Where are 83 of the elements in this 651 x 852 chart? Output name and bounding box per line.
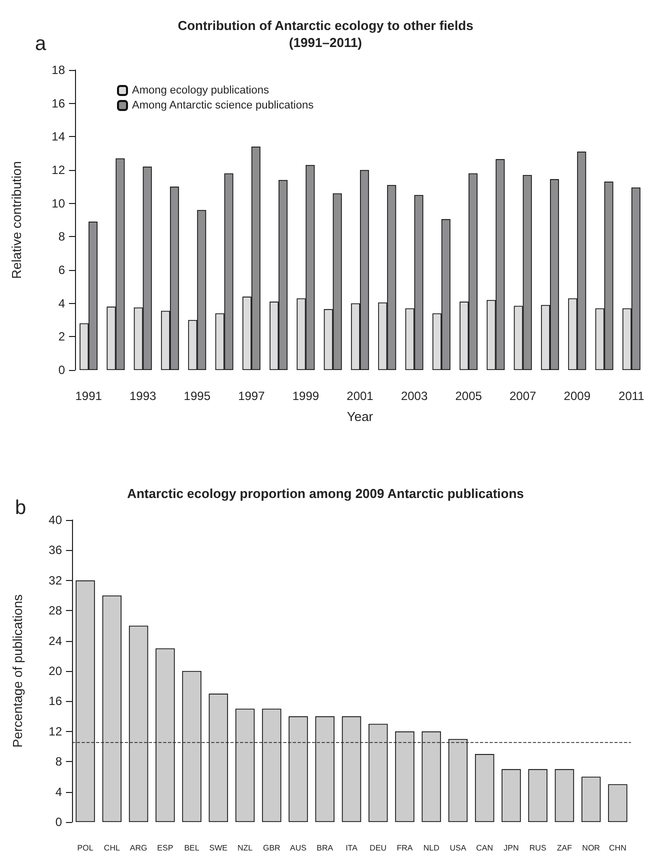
x-tick-label: NLD	[423, 844, 440, 852]
x-tick-label: ITA	[346, 844, 358, 852]
x-tick-label: 2001	[346, 389, 374, 403]
y-tick-label: 14	[52, 130, 66, 144]
bar	[288, 716, 308, 822]
bar	[528, 769, 548, 822]
chart-title: Antarctic ecology proportion among 2009 Antarctic publications	[127, 486, 524, 501]
bar	[102, 596, 122, 822]
x-tick-label: 2005	[455, 389, 482, 403]
legend-label: Among Antarctic science publications	[132, 100, 314, 112]
y-tick-label: 6	[58, 263, 66, 277]
x-tick-label: 1993	[130, 389, 157, 403]
x-tick-label: SWE	[209, 844, 228, 852]
bar	[156, 648, 175, 822]
y-axis-title: Relative contribution	[9, 161, 24, 279]
y-tick-label: 4	[55, 784, 62, 799]
x-tick-label: 1995	[184, 389, 211, 403]
bar	[608, 784, 628, 822]
bar	[208, 694, 228, 822]
y-tick-label: 0	[58, 363, 66, 377]
bar	[235, 708, 255, 822]
y-tick-label: 2	[58, 330, 66, 344]
y-tick-label: 18	[52, 63, 66, 77]
y-tick-label: 28	[48, 604, 62, 618]
y-tick-label: 4	[58, 296, 66, 310]
x-tick-label: 1999	[292, 389, 320, 403]
y-tick-label: 12	[48, 724, 62, 738]
bar	[315, 716, 334, 822]
x-tick-label: AUS	[290, 844, 306, 852]
bar	[182, 671, 202, 822]
y-tick-label: 40	[48, 513, 62, 527]
bar	[448, 738, 468, 822]
bar	[475, 754, 494, 822]
y-tick-label: 20	[48, 664, 62, 678]
y-axis-title: Percentage of publications	[10, 594, 25, 748]
bar	[581, 776, 601, 822]
x-tick-label: JPN	[504, 844, 519, 852]
x-tick-label: RUS	[529, 844, 546, 852]
bar	[128, 626, 148, 822]
bar	[422, 731, 441, 822]
bar	[262, 708, 282, 822]
bar	[368, 724, 388, 822]
text: a	[35, 33, 47, 55]
x-tick-label: FRA	[396, 844, 414, 852]
bar	[554, 769, 574, 822]
x-tick-label: ZAF	[556, 844, 572, 852]
x-tick-label: DEU	[370, 844, 387, 852]
bar	[342, 716, 362, 822]
x-tick-label: NZL	[237, 844, 254, 852]
y-tick-label: 36	[48, 543, 62, 558]
x-tick-label: 2009	[564, 389, 591, 403]
x-tick-label: BRA	[316, 844, 334, 852]
y-tick-label: 16	[52, 96, 66, 110]
x-tick-label: CHN	[609, 844, 627, 852]
x-tick-label: USA	[450, 844, 467, 852]
text: b	[15, 497, 26, 519]
legend-label: Among ecology publications	[132, 84, 270, 96]
x-tick-label: 2003	[400, 389, 428, 403]
y-tick-label: 8	[55, 754, 62, 769]
x-tick-label: ARG	[130, 844, 148, 852]
chart-title: Contribution of Antarctic ecology to other fields (1991–2011)	[178, 18, 474, 50]
y-tick-label: 0	[55, 815, 62, 829]
x-tick-label: 2011	[618, 389, 645, 403]
y-tick-label: 24	[48, 634, 62, 648]
bar	[502, 769, 521, 822]
bar	[76, 580, 95, 822]
x-tick-label: 1997	[238, 389, 266, 403]
x-tick-label: GBR	[262, 844, 281, 852]
y-tick-label: 10	[52, 196, 66, 210]
y-tick-label: 12	[52, 163, 66, 177]
x-tick-label: ESP	[157, 844, 174, 852]
x-tick-label: CAN	[476, 844, 494, 852]
x-tick-label: CHL	[104, 844, 120, 852]
x-tick-label: BEL	[184, 844, 200, 852]
y-tick-label: 32	[48, 573, 62, 588]
x-axis-title: Year	[346, 409, 374, 424]
x-tick-label: POL	[77, 844, 94, 852]
y-tick-label: 8	[58, 230, 66, 244]
x-tick-label: 2007	[510, 389, 537, 403]
bar	[395, 731, 414, 822]
x-tick-label: NOR	[582, 844, 600, 852]
y-tick-label: 16	[48, 694, 62, 708]
x-tick-label: 1991	[75, 389, 102, 403]
